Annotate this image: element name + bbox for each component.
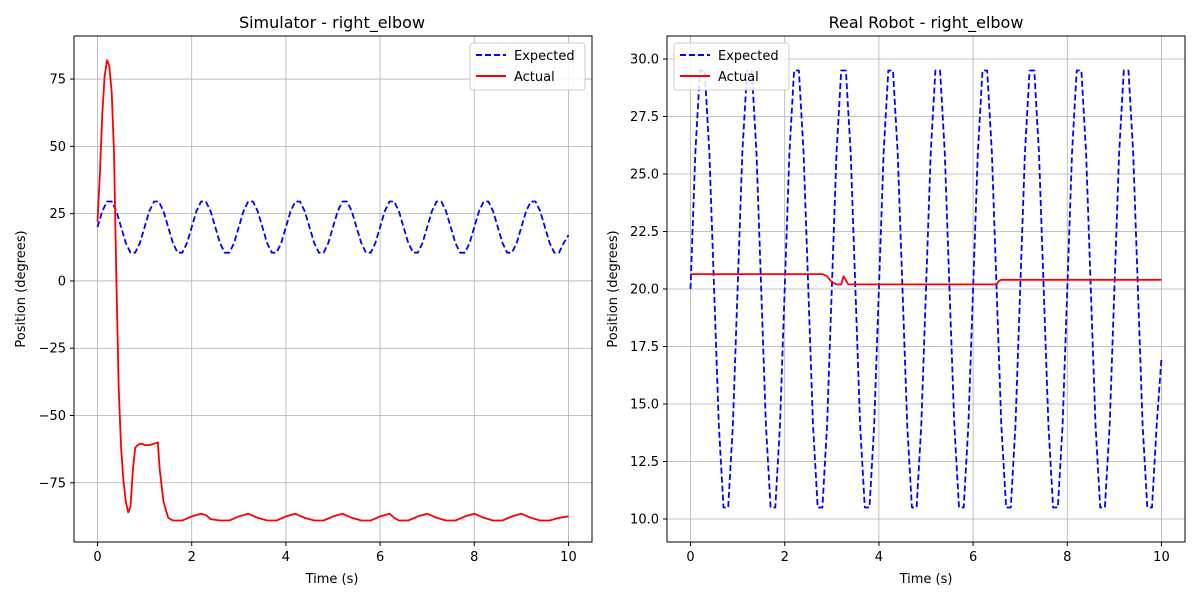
y-tick-label: 22.5 bbox=[630, 225, 659, 240]
x-tick-label: 0 bbox=[686, 550, 694, 565]
legend: Expected Actual bbox=[673, 42, 790, 91]
x-tick-label: 0 bbox=[93, 550, 101, 565]
legend-actual-label: Actual bbox=[718, 70, 759, 85]
y-tick-label: 10.0 bbox=[630, 513, 659, 528]
series-line-actual bbox=[96, 59, 569, 522]
legend-actual-label: Actual bbox=[514, 70, 555, 85]
y-tick-label: 25 bbox=[49, 207, 66, 222]
series-line-actual bbox=[690, 273, 1162, 286]
plot-frame bbox=[73, 35, 593, 543]
x-tick-label: 4 bbox=[875, 550, 883, 565]
real-robot-chart: Real Robot - right_elbow Time (s) Positi… bbox=[606, 13, 1186, 587]
series-layer bbox=[96, 59, 570, 522]
y-axis-label: Position (degrees) bbox=[14, 230, 29, 347]
grid bbox=[74, 36, 592, 542]
chart-title: Real Robot - right_elbow bbox=[829, 13, 1024, 33]
y-tick-label: −25 bbox=[39, 342, 66, 357]
x-tick-label: 6 bbox=[969, 550, 977, 565]
series-layer bbox=[689, 69, 1163, 509]
legend: Expected Actual bbox=[469, 42, 586, 91]
y-tick-label: 17.5 bbox=[630, 340, 659, 355]
x-tick-label: 8 bbox=[1063, 550, 1071, 565]
x-tick-label: 10 bbox=[560, 550, 577, 565]
x-tick-label: 2 bbox=[781, 550, 789, 565]
x-axis-label: Time (s) bbox=[305, 572, 359, 587]
y-tick-label: 25.0 bbox=[630, 168, 659, 183]
y-tick-label: 12.5 bbox=[630, 455, 659, 470]
chart-title: Simulator - right_elbow bbox=[239, 13, 425, 33]
y-tick-label: −50 bbox=[39, 409, 66, 424]
legend-expected-label: Expected bbox=[718, 49, 779, 64]
series-line-expected bbox=[96, 200, 570, 254]
x-tick-label: 4 bbox=[282, 550, 290, 565]
y-tick-label: 0 bbox=[58, 274, 66, 289]
x-tick-label: 10 bbox=[1153, 550, 1170, 565]
legend-expected-label: Expected bbox=[514, 49, 575, 64]
y-tick-label: −75 bbox=[39, 476, 66, 491]
simulator-chart: Simulator - right_elbow Time (s) Positio… bbox=[14, 13, 593, 587]
x-tick-label: 6 bbox=[376, 550, 384, 565]
ticks: 0 2 4 6 8 10 10.0 12.5 15.0 17.5 20.0 22.5 25.0 27.5 3… bbox=[630, 53, 1170, 566]
y-tick-label: 15.0 bbox=[630, 398, 659, 413]
y-tick-label: 50 bbox=[49, 140, 66, 155]
y-tick-label: 20.0 bbox=[630, 283, 659, 298]
x-tick-label: 2 bbox=[188, 550, 196, 565]
series-line-expected bbox=[689, 69, 1163, 509]
y-tick-label: 30.0 bbox=[630, 53, 659, 68]
x-tick-label: 8 bbox=[470, 550, 478, 565]
x-axis-label: Time (s) bbox=[899, 572, 953, 587]
y-tick-label: 75 bbox=[49, 73, 66, 88]
y-tick-label: 27.5 bbox=[630, 110, 659, 125]
ticks: 0 2 4 6 8 10 −75 −50 −25 0 25 50 75 bbox=[39, 73, 577, 565]
y-axis-label: Position (degrees) bbox=[606, 230, 621, 347]
